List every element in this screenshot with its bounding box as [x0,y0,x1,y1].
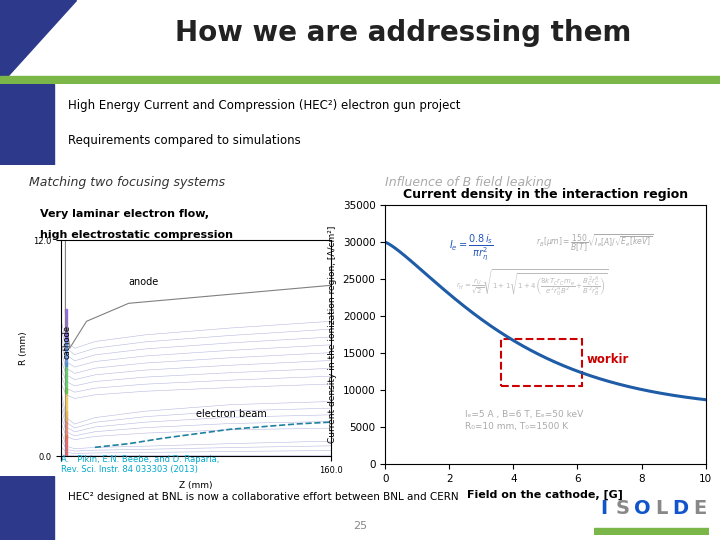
Title: Current density in the interaction region: Current density in the interaction regio… [402,188,688,201]
Text: High Energy Current and Compression (HEC²) electron gun project: High Energy Current and Compression (HEC… [68,99,461,112]
Text: D: D [672,500,688,518]
Text: How we are addressing them: How we are addressing them [175,19,631,48]
Text: Matching two focusing systems: Matching two focusing systems [29,176,225,189]
Text: Requirements compared to simulations: Requirements compared to simulations [68,134,301,147]
Text: I: I [600,500,607,518]
Bar [0,76,720,84]
Text: $r_B[\mu m]=\dfrac{150}{B[T]}\sqrt{I_e[A]/\sqrt{E_e[keV]}}$: $r_B[\mu m]=\dfrac{150}{B[T]}\sqrt{I_e[A… [536,232,653,254]
Text: electron beam: electron beam [196,409,267,419]
Text: cathode: cathode [63,325,72,359]
Text: O: O [634,500,650,518]
Text: L: L [655,500,667,518]
Text: Very laminar electron flow,: Very laminar electron flow, [40,209,210,219]
Text: $I_e = \dfrac{0.8\,i_s}{\pi r_\eta^2}$: $I_e = \dfrac{0.8\,i_s}{\pi r_\eta^2}$ [449,232,494,262]
Y-axis label: R (mm): R (mm) [19,332,27,365]
Y-axis label: Current density in the ionization region, [A/cm²]: Current density in the ionization region… [328,226,337,443]
Text: 25: 25 [353,521,367,531]
Text: high electrostatic compression: high electrostatic compression [40,230,233,240]
Bar [500,339,582,386]
Text: workir: workir [587,354,629,367]
Polygon shape [0,0,76,84]
Bar [0,84,54,165]
Text: Iₑ=5 A , B=6 T, Eₑ=50 keV
R₀=10 mm, T₀=1500 K: Iₑ=5 A , B=6 T, Eₑ=50 keV R₀=10 mm, T₀=1… [465,410,583,431]
Text: E: E [693,500,706,518]
Bar [594,528,709,535]
Text: HEC² designed at BNL is now a collaborative effort between BNL and CERN: HEC² designed at BNL is now a collaborat… [68,492,459,502]
Text: anode: anode [129,278,159,287]
X-axis label: Field on the cathode, [G]: Field on the cathode, [G] [467,490,624,500]
Text: $r_H = \dfrac{r_U}{\sqrt{2}}\sqrt{1+1\sqrt{1+4\left(\dfrac{8kT_C r_C m_e}{e^2 r_: $r_H = \dfrac{r_U}{\sqrt{2}}\sqrt{1+1\sq… [456,267,608,298]
X-axis label: Z (mm): Z (mm) [179,481,213,490]
Text: S: S [616,500,630,518]
Text: A.   Pikín, E.N. Beebe, and D. Raparia,
Rev. Sci. Instr. 84 033303 (2013): A. Pikín, E.N. Beebe, and D. Raparia, Re… [61,455,220,474]
Bar [0,476,54,540]
Text: Influence of B field leaking: Influence of B field leaking [385,176,552,189]
